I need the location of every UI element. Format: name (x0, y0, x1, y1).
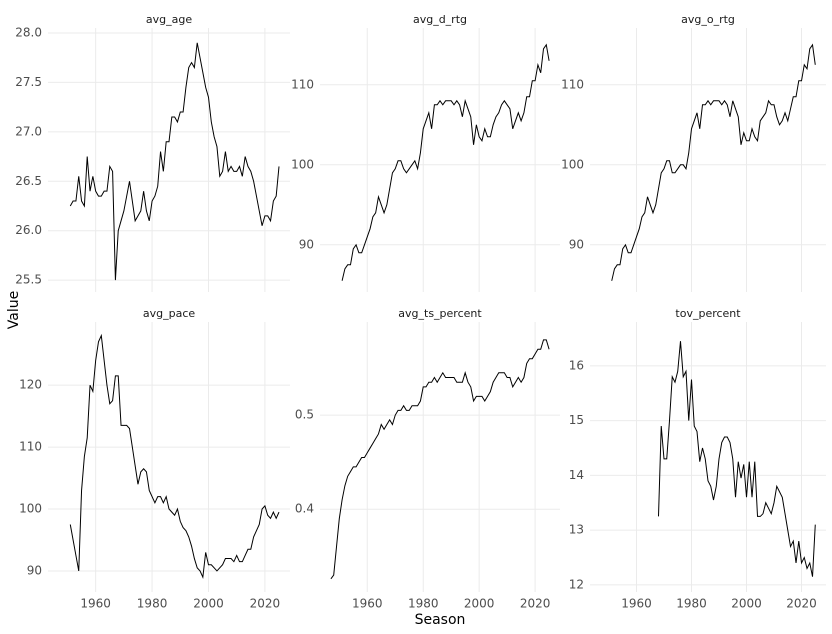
x-tick-label: 1980 (137, 597, 168, 611)
panel-title: avg_pace (143, 307, 196, 320)
panel-title: avg_ts_percent (398, 307, 482, 320)
y-tick-label: 27.0 (15, 124, 42, 138)
panel-title: avg_age (146, 13, 192, 26)
y-tick-label: 120 (19, 378, 42, 392)
data-line (330, 339, 550, 580)
y-tick-label: 26.0 (15, 223, 42, 237)
y-tick-label: 12 (569, 577, 584, 591)
x-tick-label: 1980 (676, 597, 707, 611)
y-tick-label: 27.5 (15, 75, 42, 89)
y-axis-title: Value (6, 291, 22, 329)
y-tick-label: 100 (291, 157, 314, 171)
x-axis-title: Season (415, 612, 466, 628)
y-tick-label: 110 (19, 440, 42, 454)
y-tick-label: 100 (561, 157, 584, 171)
y-tick-label: 0.4 (295, 502, 314, 516)
y-tick-label: 110 (561, 77, 584, 91)
y-tick-label: 0.5 (295, 408, 314, 422)
y-tick-label: 90 (569, 237, 584, 251)
data-line (341, 43, 550, 281)
x-tick-label: 2000 (464, 597, 495, 611)
x-tick-label: 2000 (731, 597, 762, 611)
x-tick-label: 1960 (352, 597, 383, 611)
x-tick-label: 2020 (786, 597, 817, 611)
y-tick-label: 90 (299, 237, 314, 251)
y-tick-label: 28.0 (15, 25, 42, 39)
y-tick-label: 90 (27, 563, 42, 577)
y-tick-label: 13 (569, 523, 584, 537)
y-tick-label: 26.5 (15, 174, 42, 188)
panel-title: avg_d_rtg (413, 13, 467, 26)
panel-title: avg_o_rtg (681, 13, 735, 26)
x-tick-label: 2020 (520, 597, 551, 611)
y-tick-label: 14 (569, 468, 584, 482)
x-tick-label: 1980 (408, 597, 439, 611)
y-tick-label: 110 (291, 77, 314, 91)
y-tick-label: 25.5 (15, 273, 42, 287)
x-tick-label: 2020 (250, 597, 281, 611)
panel-title: tov_percent (675, 307, 741, 320)
y-tick-label: 15 (569, 413, 584, 427)
y-tick-label: 100 (19, 502, 42, 516)
data-line (69, 42, 280, 281)
data-line (657, 341, 816, 577)
data-line (611, 43, 816, 281)
x-tick-label: 1960 (80, 597, 111, 611)
x-tick-label: 2000 (193, 597, 224, 611)
x-tick-label: 1960 (621, 597, 652, 611)
data-line (69, 333, 280, 579)
y-tick-label: 16 (569, 358, 584, 372)
